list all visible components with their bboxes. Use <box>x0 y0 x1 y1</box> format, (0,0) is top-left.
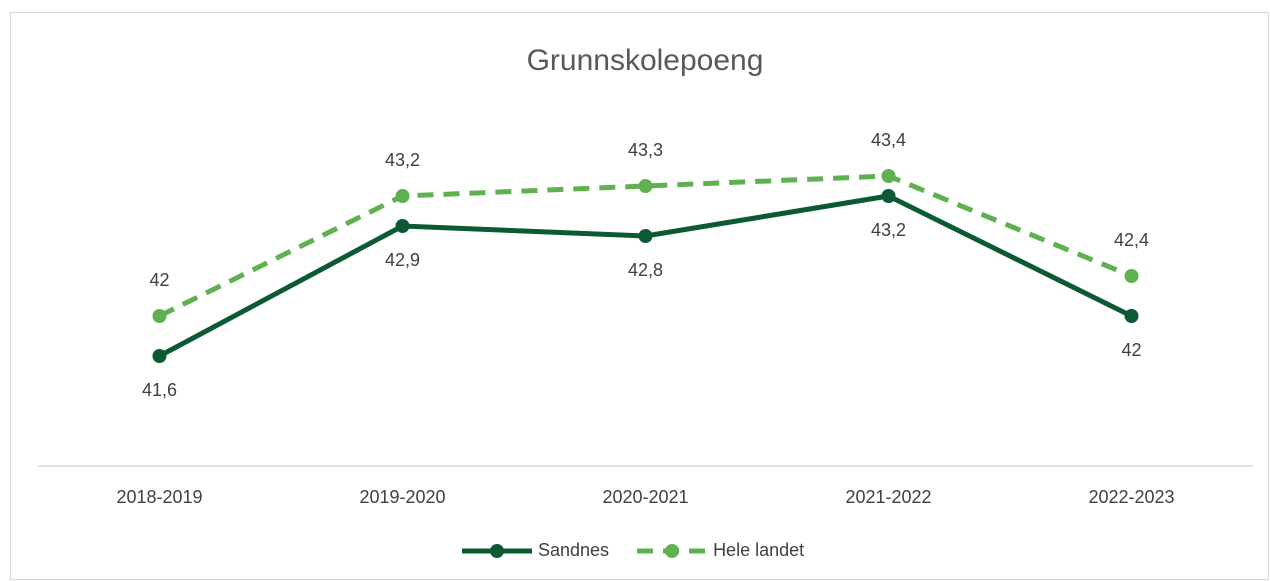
x-tick-label: 2019-2020 <box>359 487 445 507</box>
x-tick-label: 2022-2023 <box>1088 487 1174 507</box>
data-label: 42 <box>149 270 169 290</box>
data-label: 43,2 <box>385 150 420 170</box>
data-label: 42,4 <box>1114 230 1149 250</box>
legend-label: Sandnes <box>538 540 609 560</box>
data-label: 41,6 <box>142 380 177 400</box>
data-point <box>152 349 167 363</box>
data-label: 43,4 <box>871 130 906 150</box>
data-label: 42,8 <box>628 260 663 280</box>
legend-marker <box>665 544 680 558</box>
x-tick-label: 2021-2022 <box>845 487 931 507</box>
x-tick-label: 2018-2019 <box>116 487 202 507</box>
chart-frame <box>10 12 1269 580</box>
data-point <box>1124 309 1139 323</box>
legend-label: Hele landet <box>713 540 804 560</box>
data-point <box>638 229 653 243</box>
series-line <box>158 173 1133 319</box>
data-point <box>638 179 653 193</box>
data-point <box>1124 269 1139 283</box>
data-point <box>395 219 410 233</box>
data-label: 43,3 <box>628 140 663 160</box>
data-point <box>152 309 167 323</box>
data-point <box>881 169 896 183</box>
data-label: 42,9 <box>385 250 420 270</box>
data-label: 43,2 <box>871 220 906 240</box>
data-point <box>881 189 896 203</box>
chart-title: Grunnskolepoeng <box>527 44 764 77</box>
data-label: 42 <box>1121 340 1141 360</box>
x-tick-label: 2020-2021 <box>602 487 688 507</box>
data-point <box>395 189 410 203</box>
legend-marker <box>490 544 504 558</box>
